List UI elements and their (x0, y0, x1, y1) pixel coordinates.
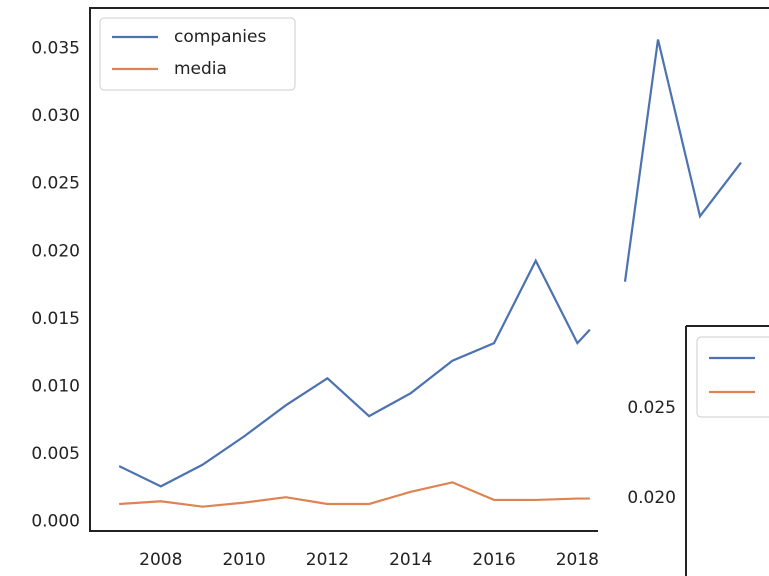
x-tick-label: 2010 (222, 550, 265, 570)
y-tick-label: 0.030 (31, 106, 80, 126)
x-tick-label: 2016 (472, 550, 515, 570)
legend-label: companies (174, 27, 266, 47)
legend-label: media (174, 59, 227, 79)
y-tick-label: 0.025 (31, 174, 80, 194)
legend-box (696, 336, 769, 418)
line (119, 481, 590, 508)
y-tick-label: 0.005 (31, 444, 80, 464)
axes-frame (89, 7, 769, 532)
fragment-background (598, 12, 769, 300)
y-tick-label: 0.000 (31, 512, 80, 532)
y-tick-label: 0.035 (31, 39, 80, 59)
y-tick-label: 0.020 (627, 488, 676, 508)
y-tick-label: 0.025 (627, 398, 676, 418)
x-tick-label: 2012 (306, 550, 349, 570)
line (118, 258, 591, 488)
y-tick-label: 0.010 (31, 376, 80, 396)
y-tick-label: 0.020 (31, 241, 80, 261)
line (623, 39, 742, 282)
x-tick-label: 2008 (139, 550, 182, 570)
y-tick-label: 0.015 (31, 309, 80, 329)
x-tick-label: 2014 (389, 550, 432, 570)
x-tick-label: 2018 (556, 550, 599, 570)
